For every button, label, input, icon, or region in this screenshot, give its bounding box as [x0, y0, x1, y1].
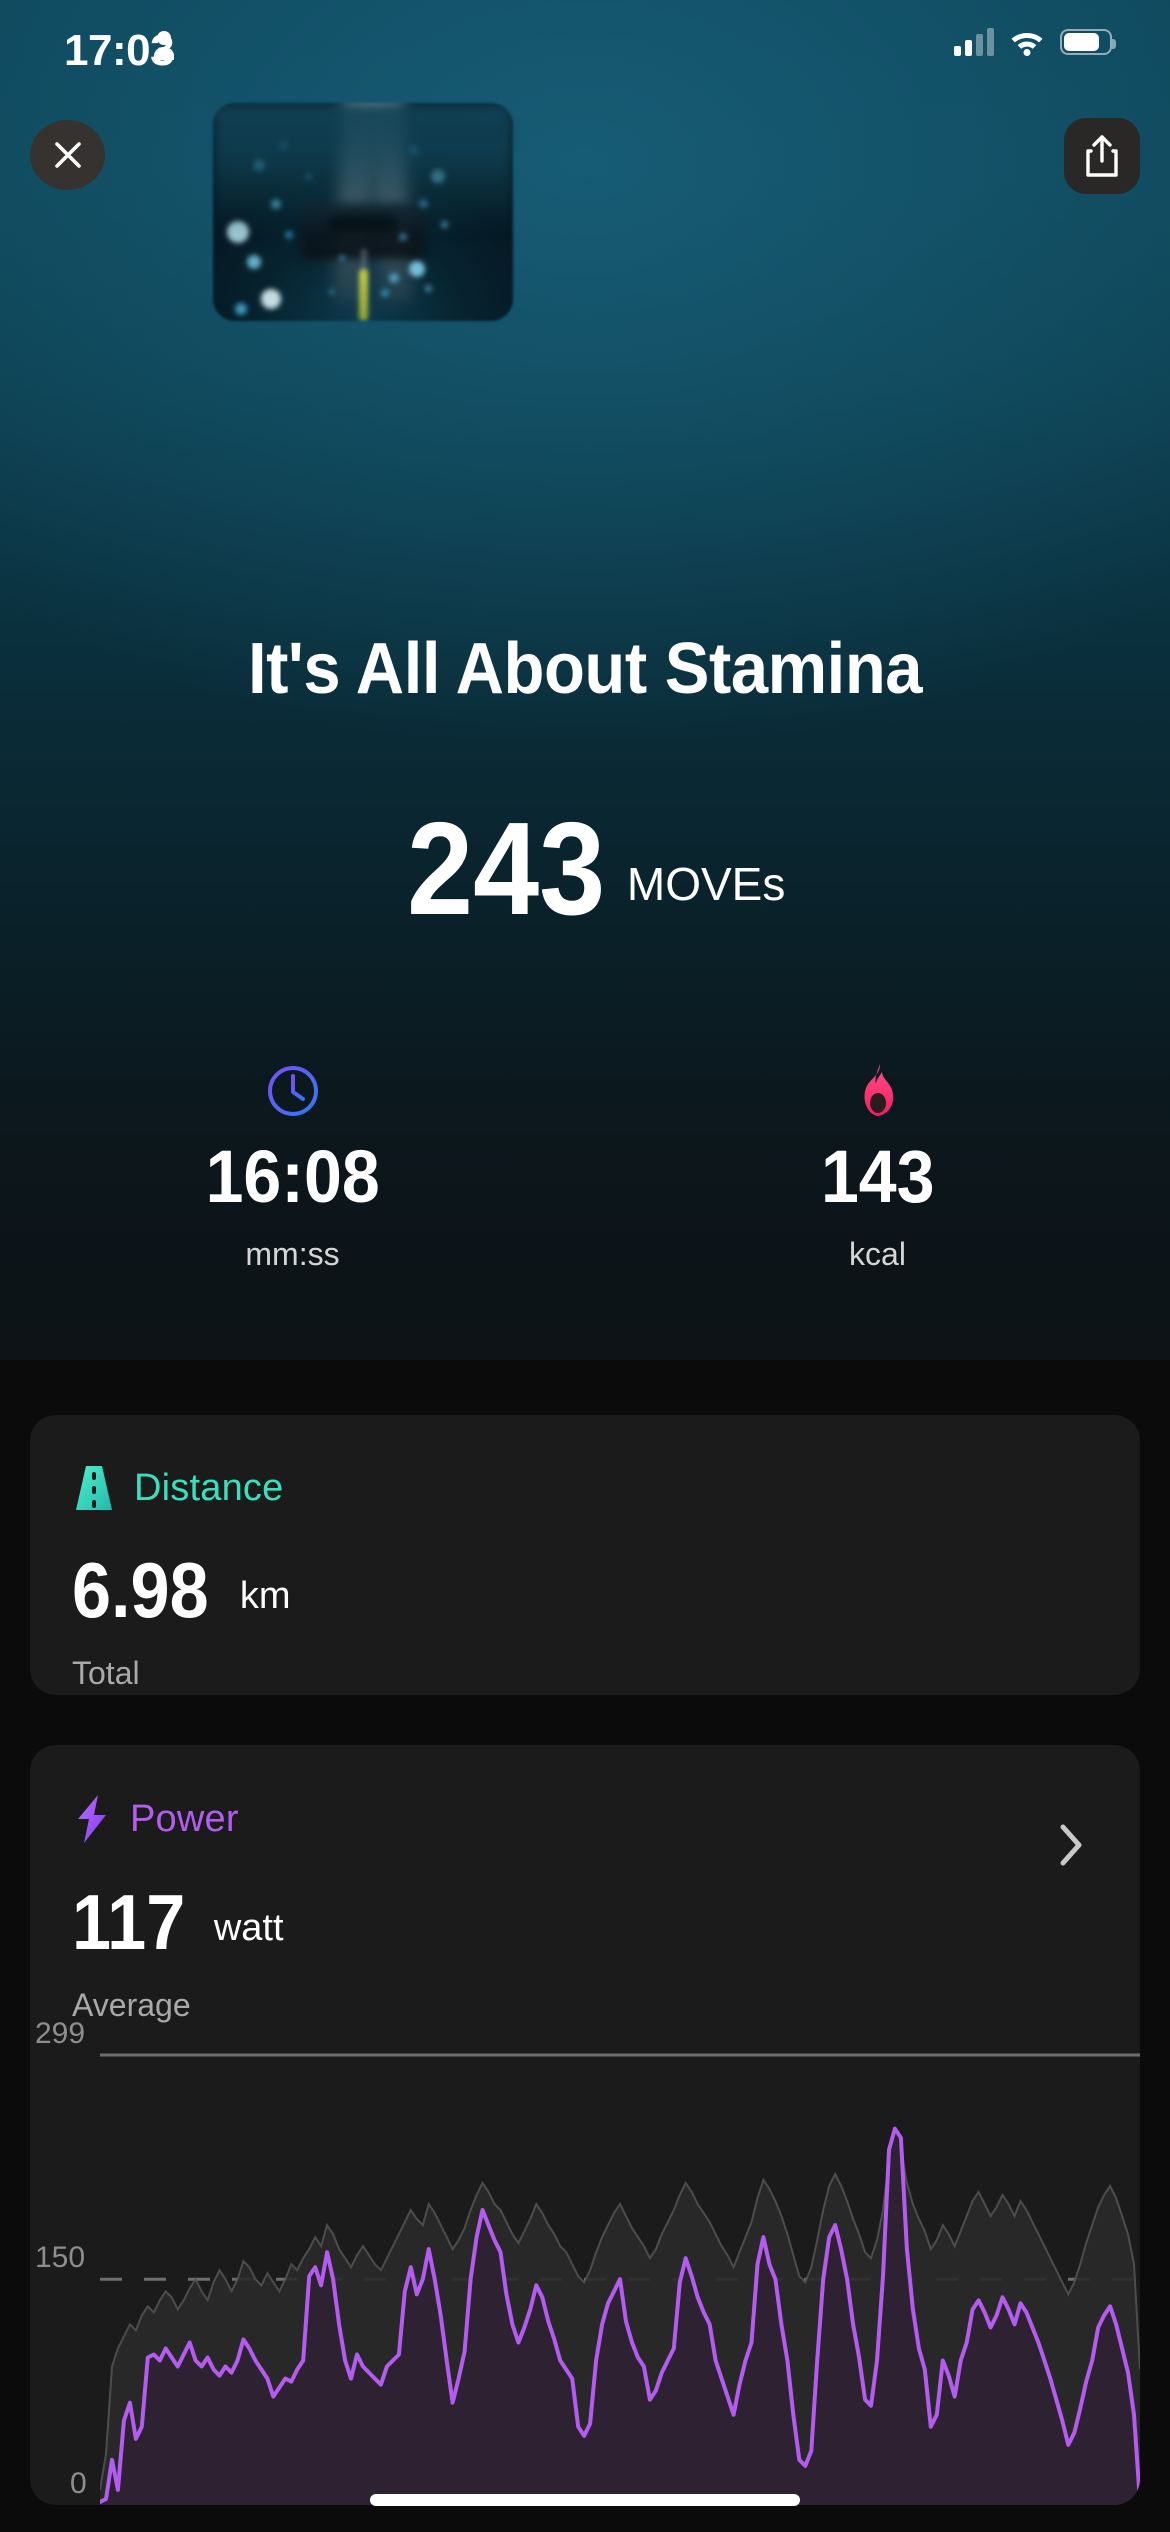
- power-value: 117: [72, 1878, 186, 1966]
- distance-card-title: Distance: [134, 1466, 284, 1509]
- moves-summary: 243 MOVEs: [0, 795, 1170, 942]
- bolt-icon: [78, 1795, 106, 1843]
- flame-icon: [852, 1060, 904, 1122]
- thumbnail-top-fade: [213, 103, 513, 233]
- status-bar: 17:03: [0, 0, 1170, 100]
- close-icon: [54, 142, 81, 168]
- power-sublabel: Average: [72, 1987, 191, 2024]
- distance-card-header: Distance: [72, 1463, 1098, 1513]
- y-axis-tick-150: 150: [35, 2241, 86, 2275]
- distance-sublabel: Total: [72, 1655, 140, 1692]
- chevron-right-icon: [1060, 1824, 1082, 1866]
- stat-duration: 16:08 mm:ss: [0, 1060, 585, 1273]
- clock-icon: [265, 1060, 321, 1122]
- power-value-row: 117 watt: [72, 1878, 1098, 1966]
- home-indicator[interactable]: [370, 2494, 800, 2506]
- power-unit: watt: [213, 1907, 284, 1950]
- share-icon: [1086, 135, 1118, 177]
- stat-calories: 143 kcal: [585, 1060, 1170, 1273]
- hero-background: [0, 0, 1170, 1360]
- card-distance[interactable]: Distance 6.98 km Total: [30, 1415, 1140, 1695]
- page-title: It's All About Stamina: [247, 629, 923, 709]
- y-axis-tick-299: 299: [35, 2017, 86, 2050]
- power-card-title: Power: [130, 1797, 239, 1840]
- wifi-icon: [1011, 33, 1043, 56]
- duration-label: mm:ss: [245, 1236, 340, 1272]
- person-icon: [154, 31, 174, 60]
- road-icon: [76, 1466, 112, 1510]
- close-button[interactable]: [30, 120, 105, 190]
- share-button[interactable]: [1064, 118, 1140, 194]
- duration-value: 16:08: [205, 1135, 380, 1218]
- primary-stats-row: 16:08 mm:ss 143 kcal: [0, 1060, 1170, 1273]
- calories-value: 143: [820, 1135, 935, 1218]
- calories-label: kcal: [849, 1236, 906, 1272]
- battery-icon: [1060, 29, 1116, 55]
- moves-value: 243: [406, 795, 605, 942]
- distance-value: 6.98: [72, 1546, 209, 1634]
- power-chart-plot: [100, 2053, 1140, 2505]
- distance-value-row: 6.98 km: [72, 1546, 1098, 1634]
- card-power[interactable]: Power 117 watt Average 299 150 0: [30, 1745, 1140, 2505]
- y-axis-tick-0: 0: [70, 2467, 87, 2500]
- bike-frame-accent: [359, 269, 368, 321]
- distance-unit: km: [239, 1575, 291, 1618]
- workout-thumbnail-image: [213, 103, 513, 321]
- power-card-disclosure[interactable]: [1058, 1823, 1084, 1872]
- status-bar-indicators: [954, 28, 1116, 56]
- moves-unit-label: MOVEs: [626, 857, 786, 910]
- power-chart: 299 150 0: [30, 2017, 1140, 2505]
- cellular-signal-icon: [954, 28, 994, 56]
- power-card-header: Power: [72, 1793, 1098, 1845]
